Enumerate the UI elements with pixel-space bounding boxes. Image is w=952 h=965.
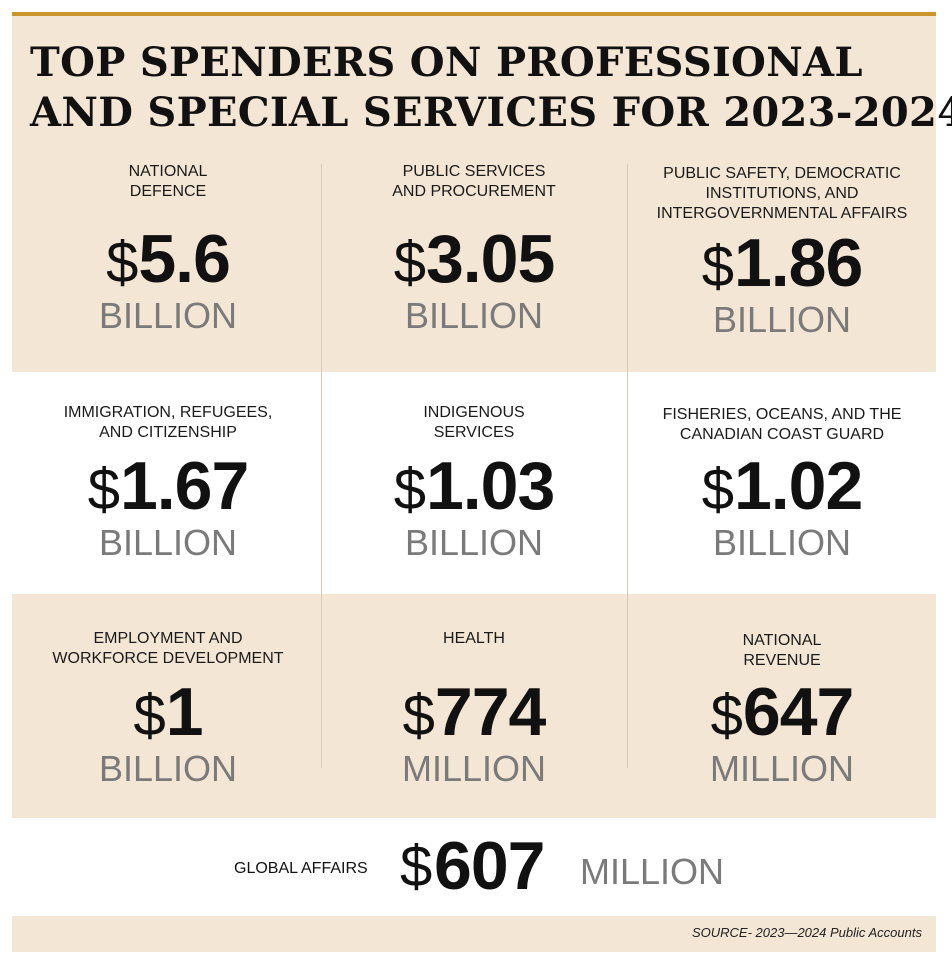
dollar-sign: $ — [393, 457, 426, 522]
spender-label: FISHERIES, OCEANS, AND THE CANADIAN COAS… — [662, 406, 902, 443]
source-band — [12, 916, 936, 952]
dollar-sign: $ — [701, 457, 734, 522]
spender-cell: PUBLIC SERVICES AND PROCUREMENT $3.05 BI… — [324, 162, 624, 338]
amount-value: 607 — [434, 828, 545, 904]
spender-label: IMMIGRATION, REFUGEES, AND CITIZENSHIP — [63, 404, 273, 441]
amount-unit: BILLION — [404, 522, 544, 563]
column-divider-2 — [627, 164, 628, 768]
amount-unit: BILLION — [98, 295, 238, 336]
amount-unit: BILLION — [98, 748, 238, 789]
spender-cell: NATIONAL REVENUE $647 MILLION — [632, 631, 932, 791]
bottom-band — [12, 818, 936, 916]
amount-unit: BILLION — [404, 295, 544, 336]
amount-value: 1.86 — [733, 225, 863, 301]
header-band — [12, 16, 936, 132]
page-title: TOP SPENDERS ON PROFESSIONAL AND SPECIAL… — [30, 38, 952, 138]
spender-amount: $5.6 — [18, 221, 318, 297]
amount-value: 3.05 — [425, 221, 555, 297]
dollar-sign: $ — [133, 683, 166, 748]
global-affairs-row: GLOBAL AFFAIRS $ 607 MILLION — [12, 826, 936, 910]
dollar-sign: $ — [106, 230, 139, 295]
spender-label: PUBLIC SAFETY, DEMOCRATIC INSTITUTIONS, … — [656, 165, 908, 222]
amount-unit: BILLION — [98, 522, 238, 563]
amount-unit: BILLION — [712, 299, 852, 340]
title-line-2: AND SPECIAL SERVICES FOR 2023-2024: — [30, 89, 952, 136]
spender-amount: $774 — [324, 674, 624, 750]
row-band-3 — [12, 594, 936, 818]
amount-value: 1.02 — [733, 448, 863, 524]
spender-label: NATIONAL DEFENCE — [128, 163, 208, 200]
dollar-sign: $ — [87, 457, 120, 522]
amount-value: 1.03 — [425, 448, 555, 524]
spender-cell: NATIONAL DEFENCE $5.6 BILLION — [18, 162, 318, 338]
spender-label: NATIONAL REVENUE — [742, 632, 822, 669]
spender-cell: HEALTH $774 MILLION — [324, 629, 624, 791]
row-band-1 — [12, 132, 936, 372]
spender-label: GLOBAL AFFAIRS — [234, 860, 368, 877]
spender-label: EMPLOYMENT AND WORKFORCE DEVELOPMENT — [52, 630, 284, 667]
accent-bar — [12, 12, 936, 16]
spender-amount: $1.86 — [632, 225, 932, 301]
amount-value: 647 — [742, 674, 854, 750]
spender-cell: PUBLIC SAFETY, DEMOCRATIC INSTITUTIONS, … — [632, 164, 932, 342]
column-divider-1 — [321, 164, 322, 768]
amount-value: 1 — [165, 674, 204, 750]
spender-cell: IMMIGRATION, REFUGEES, AND CITIZENSHIP $… — [18, 403, 318, 565]
dollar-sign: $ — [400, 834, 433, 899]
dollar-sign: $ — [710, 683, 743, 748]
spender-amount: $1.03 — [324, 448, 624, 524]
spender-amount: $3.05 — [324, 221, 624, 297]
amount-unit: MILLION — [709, 748, 855, 789]
title-line-1: TOP SPENDERS ON PROFESSIONAL — [30, 39, 863, 86]
spender-amount: $647 — [632, 674, 932, 750]
row-band-2 — [12, 372, 936, 594]
spender-label: INDIGENOUS SERVICES — [423, 404, 525, 441]
spender-cell: FISHERIES, OCEANS, AND THE CANADIAN COAS… — [632, 405, 932, 565]
dollar-sign: $ — [402, 683, 435, 748]
amount-unit: BILLION — [712, 522, 852, 563]
spender-label: PUBLIC SERVICES AND PROCUREMENT — [392, 163, 556, 200]
amount-value: 1.67 — [119, 448, 249, 524]
spender-amount: $1.02 — [632, 448, 932, 524]
amount-value: 774 — [434, 674, 546, 750]
amount-value: 5.6 — [138, 221, 231, 297]
dollar-sign: $ — [701, 234, 734, 299]
amount-unit: MILLION — [401, 748, 547, 789]
source-note: SOURCE- 2023—2024 Public Accounts — [691, 925, 922, 940]
dollar-sign: $ — [393, 230, 426, 295]
spender-cell: EMPLOYMENT AND WORKFORCE DEVELOPMENT $1 … — [18, 629, 318, 791]
spender-amount: $1.67 — [18, 448, 318, 524]
spender-label: HEALTH — [443, 630, 505, 647]
amount-unit: MILLION — [580, 851, 725, 892]
spender-amount: $1 — [18, 674, 318, 750]
spender-cell: INDIGENOUS SERVICES $1.03 BILLION — [324, 403, 624, 565]
